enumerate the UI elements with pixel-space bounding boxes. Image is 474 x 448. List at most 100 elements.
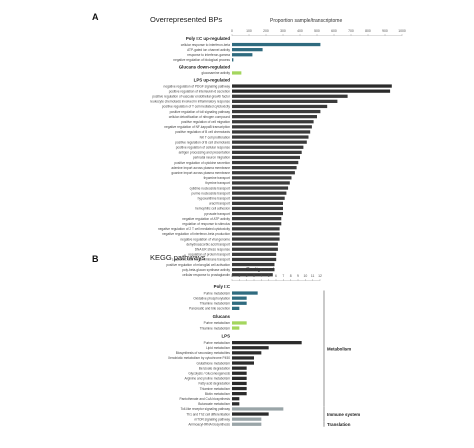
bar: [232, 296, 247, 300]
term-label: Purine metabolism: [204, 291, 231, 295]
term-label: adenine import across plasma membrane: [171, 166, 230, 170]
x-tick-label: 800: [365, 29, 371, 33]
panel-b-title: KEGG pathways: [150, 253, 206, 262]
panel-a-bars: Poly I:C up-regulated cellular response t…: [150, 36, 392, 277]
term-label: negative regulation of PDGF signaling pa…: [164, 84, 231, 88]
bar: [232, 211, 283, 216]
bar: [232, 417, 262, 421]
term-label: thymine transport: [205, 181, 230, 185]
bar: [232, 371, 247, 375]
bar: [232, 252, 277, 256]
bar: [232, 109, 321, 114]
category-label: Metabolism: [327, 346, 351, 351]
bar: [232, 42, 321, 47]
term-label: Glycolysis / Gluconeogenesis: [188, 372, 230, 376]
bar: [232, 53, 253, 57]
x-tick-label: 1: [238, 274, 240, 278]
bar: [232, 366, 247, 370]
term-label: positive regulation of microglial cell a…: [166, 263, 230, 267]
bar: [232, 412, 269, 416]
group-label: LPS up-regulated: [194, 78, 231, 83]
bar: [232, 237, 280, 241]
bar: [232, 201, 283, 205]
term-label: Pantothenate and CoA biosynthesis: [179, 397, 230, 401]
bar: [232, 376, 247, 380]
bar: [232, 145, 304, 149]
bar: [232, 140, 307, 144]
bar: [232, 217, 282, 221]
bar: [232, 407, 284, 411]
group-label: Poly I:C: [214, 284, 231, 289]
bar: [232, 191, 287, 195]
bar: [232, 262, 275, 267]
bar: [232, 247, 278, 251]
term-label: poly-beta-glucan synthase activity: [182, 268, 230, 272]
bar: [232, 135, 309, 139]
term-label: Thiamine metabolism: [200, 302, 231, 306]
bar: [232, 186, 289, 190]
term-label: NK T cell proliferation: [200, 135, 231, 139]
term-label: antigen processing and presentation: [179, 151, 231, 155]
bar: [232, 94, 348, 98]
term-label: Fatty acid degradation: [198, 382, 230, 386]
term-label: negative regulation of interferon-beta p…: [162, 232, 230, 236]
term-label: Biosynthesis of secondary metabolites: [176, 351, 231, 355]
bar: [232, 273, 273, 277]
x-tick-label: 100: [246, 29, 252, 33]
panel-b-axis-title: Contig count: [246, 267, 275, 273]
term-label: Oxidative phosphorylation: [193, 296, 230, 300]
x-tick-label: 5: [268, 274, 270, 278]
term-label: response to interferon-gamma: [187, 53, 230, 57]
bar: [232, 361, 254, 365]
term-label: glucosamine activity: [201, 71, 230, 75]
bar: [232, 115, 317, 119]
bar: [232, 346, 269, 350]
bar: [232, 196, 285, 200]
bar: [232, 306, 240, 310]
bar: [232, 392, 247, 396]
term-label: Pancreatic and bile secretion: [189, 307, 230, 311]
term-label: Benzoate degradation: [199, 366, 230, 370]
term-label: negative regulation of NF-kappaB transcr…: [164, 125, 230, 129]
bar: [232, 227, 280, 231]
bar: [232, 291, 258, 295]
term-label: negative regulation of 2 T cell mediated…: [158, 227, 230, 231]
term-label: Lipid metabolism: [206, 346, 230, 350]
term-label: cellular response to interferon-beta: [181, 43, 230, 47]
term-label: positive regulation of cellular response: [176, 146, 230, 150]
panel-b-ticks: 0 1 2 3 4 5 6 7 8 9 10 11 12: [231, 274, 322, 281]
bar: [232, 222, 282, 226]
term-label: guanine import across plasma membrane: [171, 171, 230, 175]
category-label: Translation: [327, 422, 351, 427]
term-label: mTOR signaling pathway: [194, 417, 230, 421]
term-label: dehydroascorbic acid transport: [186, 242, 230, 246]
term-label: negative regulation of viral genome: [180, 237, 230, 241]
bar: [232, 166, 297, 170]
bar: [232, 155, 300, 160]
term-label: ATP-gated ion channel activity: [187, 48, 230, 52]
group-label: Glucans down-regulated: [179, 64, 231, 69]
term-label: regulation of protein transport: [188, 253, 230, 257]
bar: [232, 381, 247, 386]
term-label: Purine metabolism: [204, 321, 231, 325]
bar: [232, 386, 247, 391]
term-label: positive regulation of cell migration: [181, 120, 230, 124]
bar: [232, 397, 240, 401]
bar: [232, 99, 338, 103]
bar: [232, 268, 275, 272]
x-tick-label: 9: [297, 274, 299, 278]
x-tick-label: 900: [382, 29, 388, 33]
x-tick-label: 10: [303, 274, 307, 278]
bar: [232, 104, 328, 109]
term-label: Glutathione metabolism: [197, 361, 231, 365]
panel-a-axis-title: Proportion sample/transcriptome: [270, 18, 342, 24]
term-label: leukocyte chemotaxis involved in inflamm…: [150, 100, 230, 104]
term-label: Xenobiotic metabolism by cytochrome P450: [168, 356, 230, 360]
bar: [232, 257, 277, 262]
bar: [232, 150, 302, 154]
term-label: Toll-like receptor signaling pathway: [181, 407, 231, 411]
term-label: Thiamine metabolism: [200, 387, 231, 391]
